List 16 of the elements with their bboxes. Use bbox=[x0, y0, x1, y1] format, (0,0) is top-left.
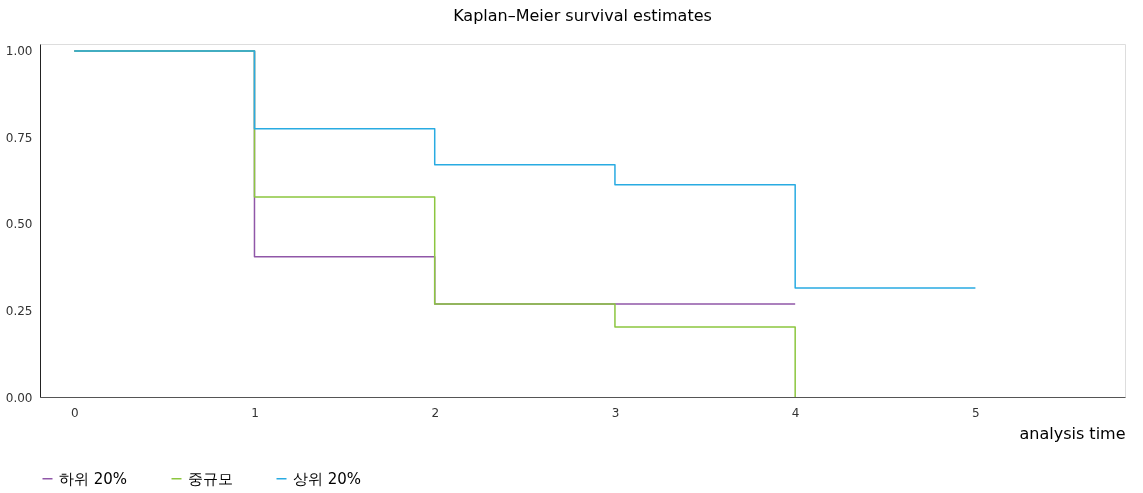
x-tick-label: 2 bbox=[431, 405, 440, 420]
y-tick-label: 0.50 bbox=[5, 217, 33, 232]
legend-label: 하위 20% bbox=[59, 469, 128, 488]
y-tick-label: 0.00 bbox=[5, 390, 33, 405]
x-tick-label: 5 bbox=[972, 405, 980, 420]
x-axis-title: analysis time bbox=[1019, 423, 1126, 443]
y-tick-label: 0.75 bbox=[5, 130, 33, 145]
x-tick-label: 1 bbox=[251, 405, 259, 420]
chart-title: Kaplan–Meier survival estimates bbox=[453, 6, 712, 25]
x-tick-label: 3 bbox=[611, 405, 620, 420]
y-tick-label: 0.25 bbox=[5, 303, 33, 318]
x-tick-label: 0 bbox=[70, 405, 79, 420]
legend-label: 상위 20% bbox=[293, 469, 362, 488]
x-tick-label: 4 bbox=[791, 405, 800, 420]
legend-label: 중규모 bbox=[188, 469, 233, 488]
y-tick-label: 1.00 bbox=[5, 44, 33, 59]
